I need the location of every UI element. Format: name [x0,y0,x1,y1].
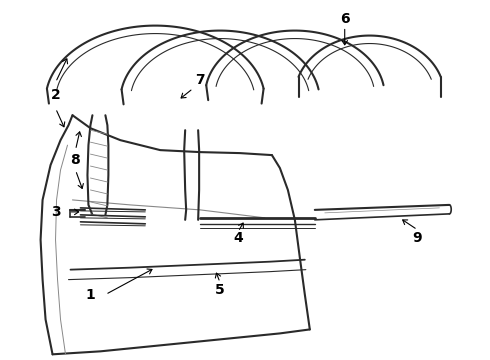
Text: 9: 9 [413,231,422,245]
Text: 8: 8 [71,153,80,167]
Text: 2: 2 [50,88,60,102]
Text: 5: 5 [215,283,225,297]
Text: 4: 4 [233,231,243,245]
Text: 1: 1 [86,288,96,302]
Text: 3: 3 [51,205,60,219]
Text: 6: 6 [340,12,349,26]
Text: 7: 7 [196,73,205,87]
